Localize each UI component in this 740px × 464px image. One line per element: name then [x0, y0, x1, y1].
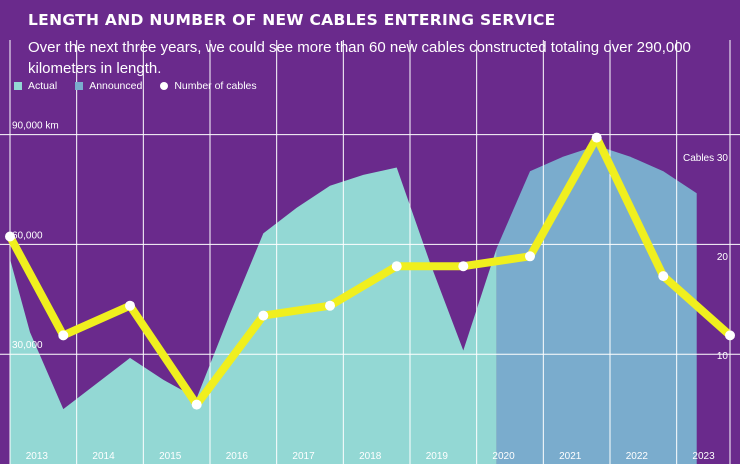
data-point-number-of-cables — [258, 310, 269, 321]
legend-label-number-of-cables: Number of cables — [174, 80, 257, 92]
legend: Actual Announced Number of cables — [14, 80, 275, 92]
data-point-number-of-cables — [725, 330, 735, 341]
x-tick-label: 2014 — [92, 451, 115, 462]
data-point-number-of-cables — [391, 261, 402, 272]
data-point-number-of-cables — [525, 251, 535, 262]
data-point-number-of-cables — [658, 271, 669, 282]
data-point-number-of-cables — [58, 330, 69, 341]
y-right-tick-label: 20 — [717, 252, 729, 263]
area-layer — [10, 145, 697, 464]
x-tick-label: 2013 — [26, 451, 49, 462]
cable-line-layer — [5, 132, 735, 410]
x-tick-label: 2017 — [292, 451, 315, 462]
legend-label-actual: Actual — [28, 80, 58, 92]
y-left-tick-label: 90,000 km — [12, 121, 59, 132]
legend-item-actual: Actual — [14, 80, 57, 92]
grid-layer — [0, 40, 740, 464]
data-point-number-of-cables — [191, 399, 202, 410]
data-point-number-of-cables — [325, 300, 335, 311]
legend-label-announced: Announced — [89, 80, 143, 92]
chart-title: LENGTH AND NUMBER OF NEW CABLES ENTERING… — [28, 11, 556, 29]
area-announced — [496, 145, 697, 464]
data-point-number-of-cables — [458, 261, 469, 272]
x-tick-label: 2018 — [359, 451, 382, 462]
data-point-number-of-cables — [591, 132, 602, 143]
series-line-number-of-cables — [6, 133, 734, 409]
data-point-number-of-cables — [125, 300, 135, 311]
legend-item-announced: Announced — [75, 80, 142, 92]
legend-swatch-number-of-cables — [160, 82, 169, 90]
x-tick-label: 2016 — [226, 451, 249, 462]
legend-item-number-of-cables: Number of cables — [160, 80, 257, 92]
chart-subtitle: Over the next three years, we could see … — [28, 39, 691, 77]
x-tick-label: 2023 — [692, 451, 715, 462]
y-right-tick-label: Cables 30 — [683, 153, 728, 164]
y-left-tick-label: 60,000 — [12, 230, 43, 241]
area-actual — [10, 167, 497, 464]
x-tick-label: 2021 — [559, 451, 582, 462]
y-right-tick-label: 10 — [717, 351, 729, 362]
tick-label-layer: 2013 2014 2015 2016 2017 2018 2019 2020 2021 2022… — [12, 121, 728, 462]
legend-swatch-actual — [14, 82, 22, 90]
data-point-number-of-cables — [5, 231, 15, 242]
x-tick-label: 2015 — [159, 451, 182, 462]
x-tick-label: 2022 — [626, 451, 649, 462]
x-tick-label: 2019 — [426, 451, 449, 462]
y-left-tick-label: 30,000 — [12, 340, 43, 351]
x-tick-label: 2020 — [492, 451, 515, 462]
legend-swatch-announced — [75, 82, 84, 90]
